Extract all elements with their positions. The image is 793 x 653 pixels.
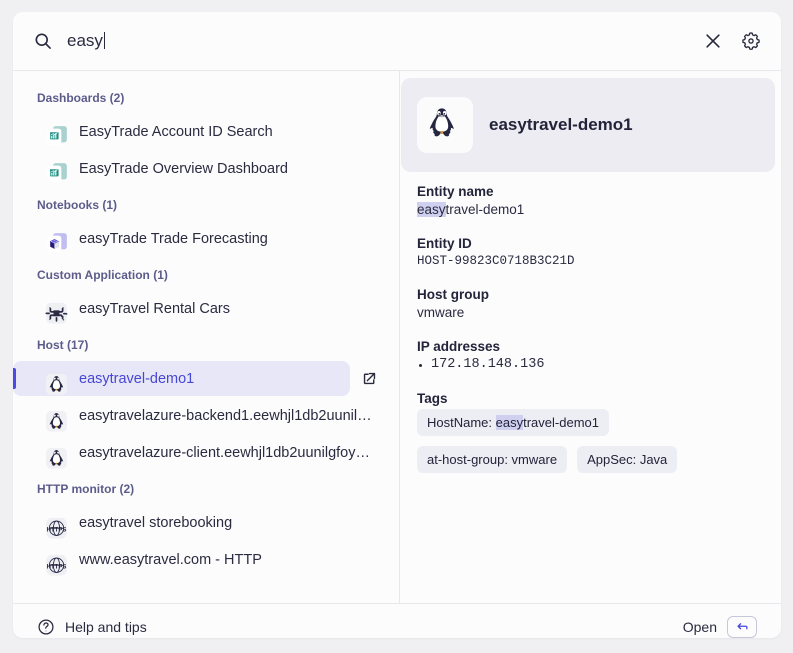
svg-text:HTTPS: HTTPS	[46, 564, 66, 570]
svg-text:HTTPS: HTTPS	[46, 527, 66, 533]
